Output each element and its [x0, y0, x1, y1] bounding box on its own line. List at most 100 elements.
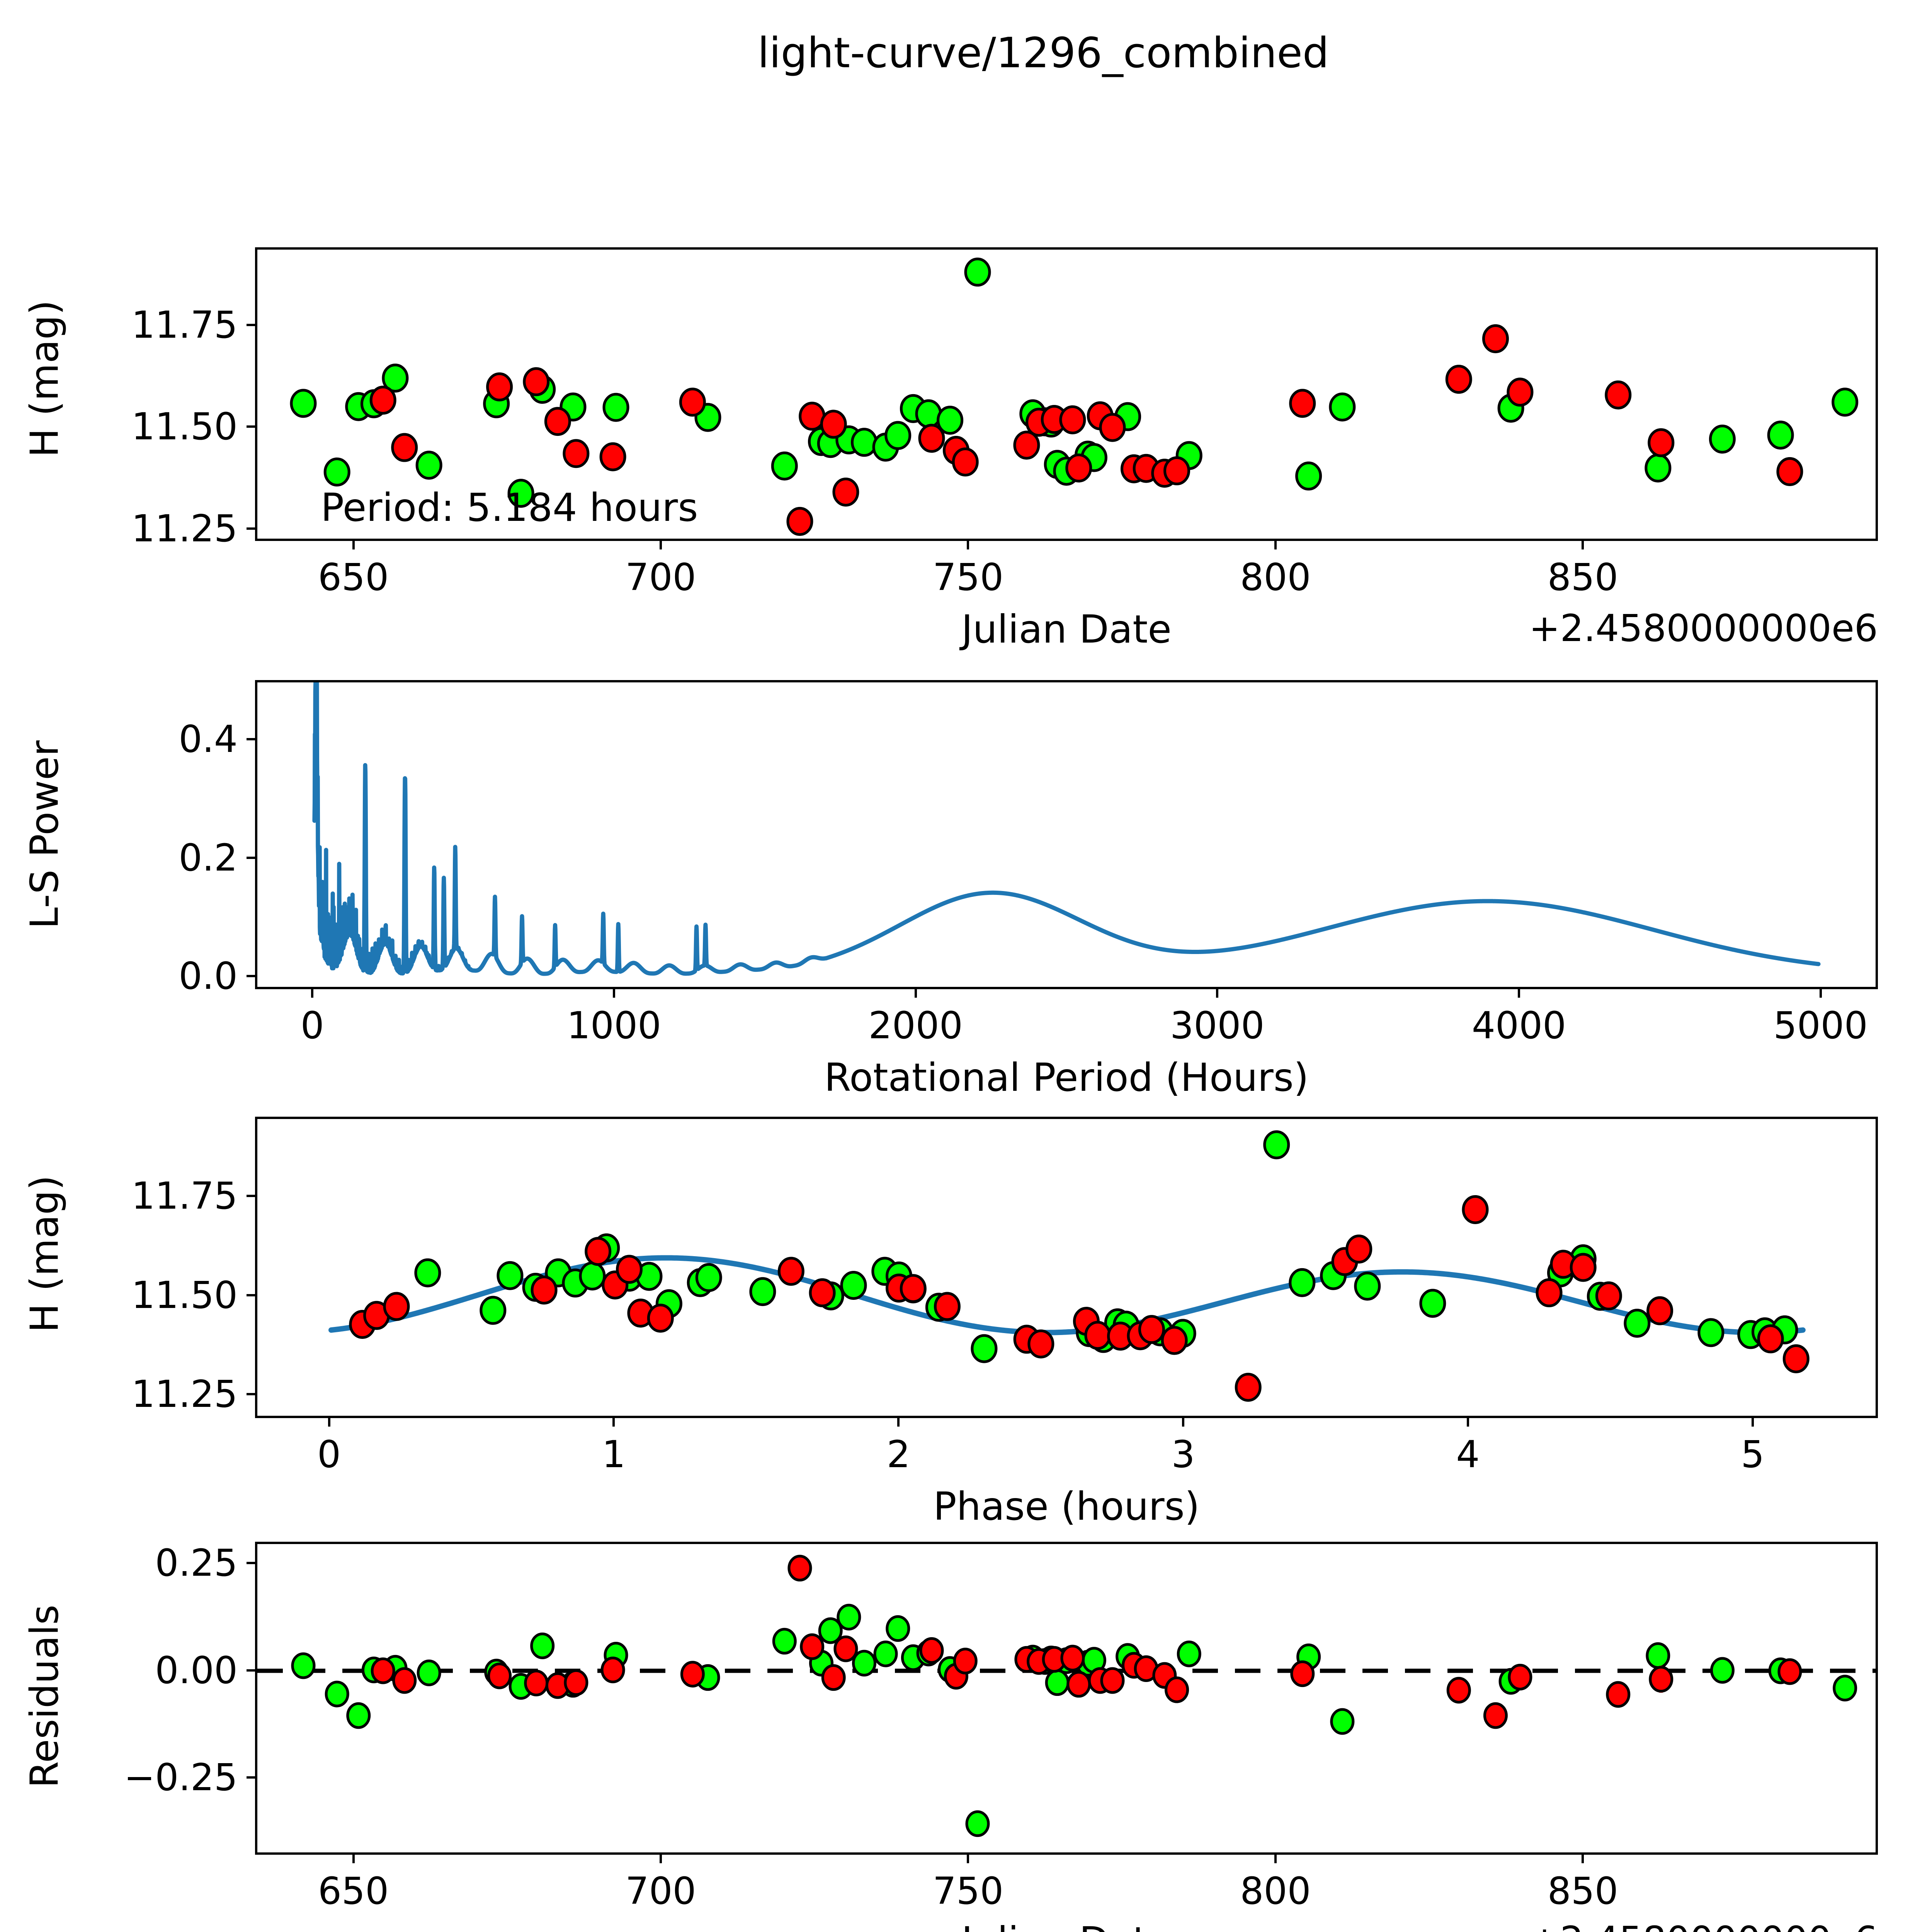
data-point-marker: [507, 479, 534, 508]
data-point-marker: [919, 1637, 944, 1664]
y-tickmark: [247, 856, 255, 859]
data-point-marker: [382, 363, 409, 393]
data-point-marker: [417, 1659, 441, 1686]
x-tick-label: 700: [625, 556, 696, 599]
period-annotation: Period: 5.184 hours: [321, 485, 698, 530]
data-point-marker: [965, 1810, 990, 1837]
data-point-marker: [1084, 1321, 1111, 1350]
data-point-marker: [1065, 453, 1092, 483]
data-point-marker: [415, 451, 442, 480]
data-point-marker: [523, 367, 550, 396]
x-tick-label: 850: [1547, 1869, 1618, 1913]
data-point-marker: [564, 1669, 588, 1696]
light-curve-plot-area: [257, 250, 1876, 539]
data-point-marker: [1462, 1195, 1489, 1224]
data-series-red: [369, 324, 1803, 536]
y-tickmark: [247, 1562, 255, 1565]
x-tickmark: [1216, 989, 1219, 998]
data-point-marker: [1330, 1708, 1355, 1735]
data-point-marker: [1354, 1272, 1381, 1301]
data-point-marker: [1832, 388, 1859, 417]
x-tickmark: [1274, 1855, 1277, 1863]
data-point-marker: [820, 410, 847, 439]
y-tickmark: [247, 1669, 255, 1672]
light-curve-ylabel: H (mag): [22, 300, 67, 457]
x-tick-label: 750: [932, 1869, 1004, 1913]
data-series-red: [371, 1554, 1802, 1729]
data-point-marker: [1235, 1372, 1262, 1402]
data-point-marker: [1161, 1326, 1188, 1355]
x-tickmark: [1582, 541, 1584, 549]
light-curve-x-offset: +2.4580000000e6: [1529, 607, 1878, 650]
data-point-marker: [291, 1652, 316, 1679]
light-curve-svg: [290, 257, 1859, 536]
data-point-marker: [383, 1292, 410, 1321]
y-tick-label: 11.75: [131, 303, 238, 347]
x-tickmark: [1466, 1418, 1469, 1427]
x-tick-label: 1: [602, 1433, 626, 1476]
y-tick-label: 11.50: [131, 405, 238, 449]
x-tickmark: [1182, 1418, 1185, 1427]
data-point-marker: [647, 1303, 674, 1333]
x-tickmark: [897, 1418, 900, 1427]
data-point-marker: [777, 1257, 804, 1286]
data-point-marker: [1100, 1667, 1125, 1694]
data-point-marker: [695, 1263, 722, 1292]
x-tickmark: [352, 1855, 355, 1863]
x-tick-label: 5000: [1773, 1004, 1868, 1047]
data-point-marker: [1606, 1681, 1631, 1708]
x-tick-label: 650: [318, 556, 389, 599]
data-point-marker: [1709, 424, 1736, 454]
y-tick-label: 11.25: [131, 1372, 238, 1416]
phase-plot-area: [257, 1119, 1876, 1416]
data-point-marker: [818, 1617, 843, 1644]
x-tickmark: [1751, 1418, 1754, 1427]
data-point-marker: [787, 1554, 812, 1582]
data-point-marker: [1710, 1657, 1735, 1684]
data-point-marker: [771, 451, 798, 481]
data-point-marker: [1045, 1669, 1070, 1696]
x-tickmark: [1274, 541, 1277, 549]
x-tickmark: [311, 989, 314, 998]
data-point-marker: [544, 407, 571, 436]
x-tickmark: [328, 1418, 330, 1427]
x-tick-label: 1000: [566, 1004, 662, 1047]
y-tickmark: [247, 975, 255, 978]
data-point-marker: [1767, 420, 1794, 450]
data-point-marker: [530, 1632, 555, 1659]
data-point-marker: [680, 1661, 705, 1688]
periodogram-plot-area: [257, 682, 1876, 987]
x-tick-label: 0: [317, 1433, 341, 1476]
data-point-marker: [952, 447, 979, 477]
data-point-marker: [1508, 1663, 1532, 1690]
phase-xlabel: Phase (hours): [933, 1484, 1200, 1529]
data-point-marker: [1446, 1677, 1471, 1704]
data-point-marker: [1066, 1671, 1091, 1698]
data-point-marker: [1177, 1640, 1201, 1667]
x-tickmark: [914, 989, 917, 998]
x-tick-label: 850: [1547, 556, 1618, 599]
residuals-ylabel: Residuals: [22, 1604, 67, 1788]
y-tick-label: 0.4: [179, 718, 238, 761]
y-tick-label: 11.75: [131, 1174, 238, 1218]
data-point-marker: [953, 1648, 978, 1675]
data-point-marker: [1290, 1660, 1315, 1687]
data-point-marker: [1624, 1309, 1651, 1338]
x-tickmark: [1819, 989, 1822, 998]
data-point-marker: [786, 507, 813, 536]
periodogram-svg: [312, 682, 1821, 976]
y-tick-label: 0.0: [179, 954, 238, 998]
data-point-marker: [1419, 1289, 1446, 1318]
data-point-marker: [832, 477, 859, 507]
data-point-marker: [1646, 1642, 1670, 1669]
data-point-marker: [1507, 378, 1534, 407]
data-point-marker: [369, 386, 396, 415]
x-tick-label: 3: [1171, 1433, 1195, 1476]
data-point-marker: [1165, 1676, 1189, 1703]
phase-ylabel: H (mag): [22, 1175, 67, 1333]
x-tick-label: 750: [932, 556, 1004, 599]
data-point-marker: [325, 1680, 349, 1708]
data-point-marker: [1757, 1324, 1784, 1354]
data-point-marker: [602, 393, 629, 422]
